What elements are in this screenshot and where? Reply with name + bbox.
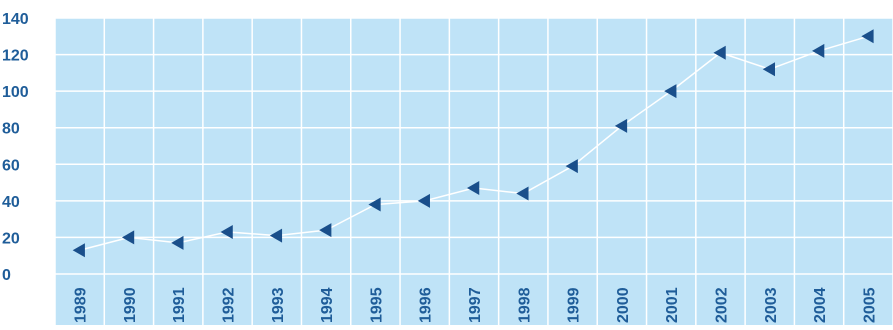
x-tick-label: 2004 xyxy=(812,287,829,323)
x-tick-label: 2005 xyxy=(861,287,878,323)
data-point xyxy=(220,224,233,239)
x-tick-label: 1993 xyxy=(270,287,287,323)
x-tick-label: 1997 xyxy=(467,287,484,323)
y-tick-label: 20 xyxy=(2,230,20,247)
data-point xyxy=(614,118,628,133)
x-tick-label: 2000 xyxy=(615,287,632,323)
data-point xyxy=(121,230,135,245)
y-axis-tick-labels: 0 20 40 60 80 100 120 140 xyxy=(2,11,29,284)
y-tick-label: 120 xyxy=(2,48,29,65)
x-tick-label: 1999 xyxy=(566,287,583,323)
y-tick-label: 100 xyxy=(2,84,29,101)
x-tick-label: 2002 xyxy=(713,287,730,323)
data-point xyxy=(664,84,677,99)
data-point xyxy=(171,235,184,250)
data-point xyxy=(72,243,85,258)
x-tick-label: 1994 xyxy=(319,287,336,323)
y-tick-label: 40 xyxy=(2,194,20,211)
x-tick-label: 1992 xyxy=(221,287,238,323)
x-tick-label: 2003 xyxy=(763,287,780,323)
data-point xyxy=(812,43,825,58)
data-markers xyxy=(72,29,874,258)
plot-background xyxy=(55,18,893,325)
data-point xyxy=(516,186,529,201)
x-tick-label: 2001 xyxy=(664,287,681,323)
x-tick-label: 1989 xyxy=(73,287,90,323)
grid xyxy=(54,17,893,325)
data-point xyxy=(368,197,381,212)
x-tick-label: 1996 xyxy=(418,287,435,323)
data-point xyxy=(417,193,430,208)
x-tick-label: 1990 xyxy=(122,287,139,323)
data-point xyxy=(861,29,874,44)
data-point xyxy=(713,45,726,60)
data-point xyxy=(269,228,283,243)
x-tick-label: 1995 xyxy=(368,287,385,323)
data-point xyxy=(319,223,332,238)
data-point xyxy=(467,181,480,196)
plot-area xyxy=(55,18,893,325)
y-tick-label: 60 xyxy=(2,157,20,174)
x-tick-label: 1991 xyxy=(171,287,188,323)
y-tick-label: 0 xyxy=(2,267,11,284)
x-tick-label: 1998 xyxy=(516,287,533,323)
data-point xyxy=(762,62,776,77)
y-tick-label: 80 xyxy=(2,121,20,138)
y-tick-label: 140 xyxy=(2,11,29,28)
x-axis-tick-labels: 1989 1990 1991 1992 1993 1994 1995 1996 1997 1998… xyxy=(73,287,879,323)
data-point xyxy=(565,159,578,174)
